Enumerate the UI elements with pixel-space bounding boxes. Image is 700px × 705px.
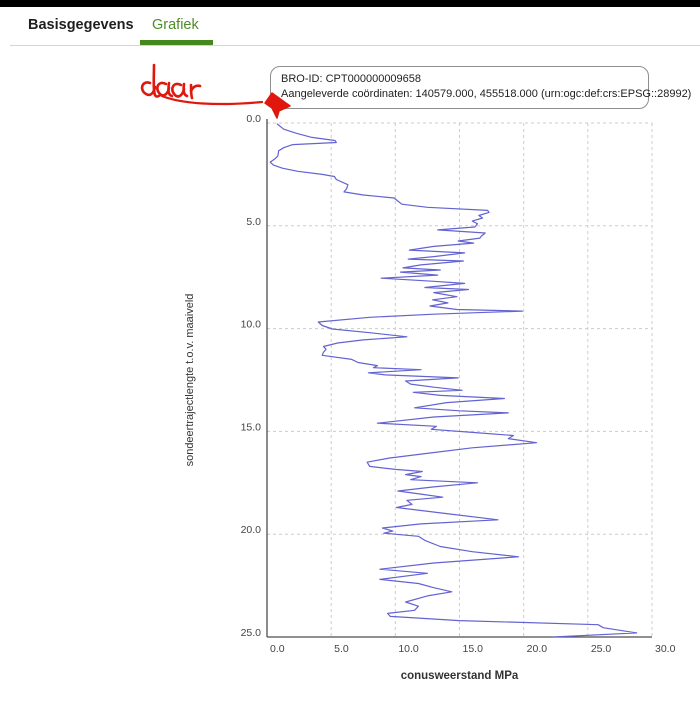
coordinates-text: Aangeleverde coördinaten: 140579.000, 45… — [281, 88, 692, 100]
x-tick-label: 20.0 — [527, 643, 548, 655]
y-axis-title: sondeertrajectlengte t.o.v. maaiveld — [184, 294, 196, 467]
y-tick-label: 0.0 — [246, 113, 261, 125]
tab-grafiek[interactable]: Grafiek — [152, 17, 199, 33]
x-tick-label: 15.0 — [463, 643, 484, 655]
chart-tooltip-box: BRO-ID: CPT000000009658 Aangeleverde coö… — [270, 66, 692, 109]
x-axis-title: conusweerstand MPa — [401, 670, 519, 682]
tab-basisgegevens[interactable]: Basisgegevens — [28, 17, 134, 33]
y-tick-label: 15.0 — [241, 421, 262, 433]
tab-bar-divider — [10, 45, 700, 46]
bro-id-text: BRO-ID: CPT000000009658 — [281, 73, 422, 85]
x-tick-label: 5.0 — [334, 643, 349, 655]
cpt-trace-line — [269, 123, 638, 638]
y-tick-label: 25.0 — [241, 627, 262, 639]
x-tick-label: 10.0 — [398, 643, 419, 655]
active-tab-underline — [140, 40, 213, 46]
y-tick-label: 10.0 — [241, 319, 262, 331]
tab-bar: Basisgegevens Grafiek — [0, 7, 700, 46]
x-tick-label: 0.0 — [270, 643, 285, 655]
y-tick-label: 20.0 — [241, 524, 262, 536]
x-tick-label: 30.0 — [655, 643, 676, 655]
x-tick-label: 25.0 — [591, 643, 612, 655]
top-black-bar — [0, 0, 700, 7]
y-tick-label: 5.0 — [246, 216, 261, 228]
